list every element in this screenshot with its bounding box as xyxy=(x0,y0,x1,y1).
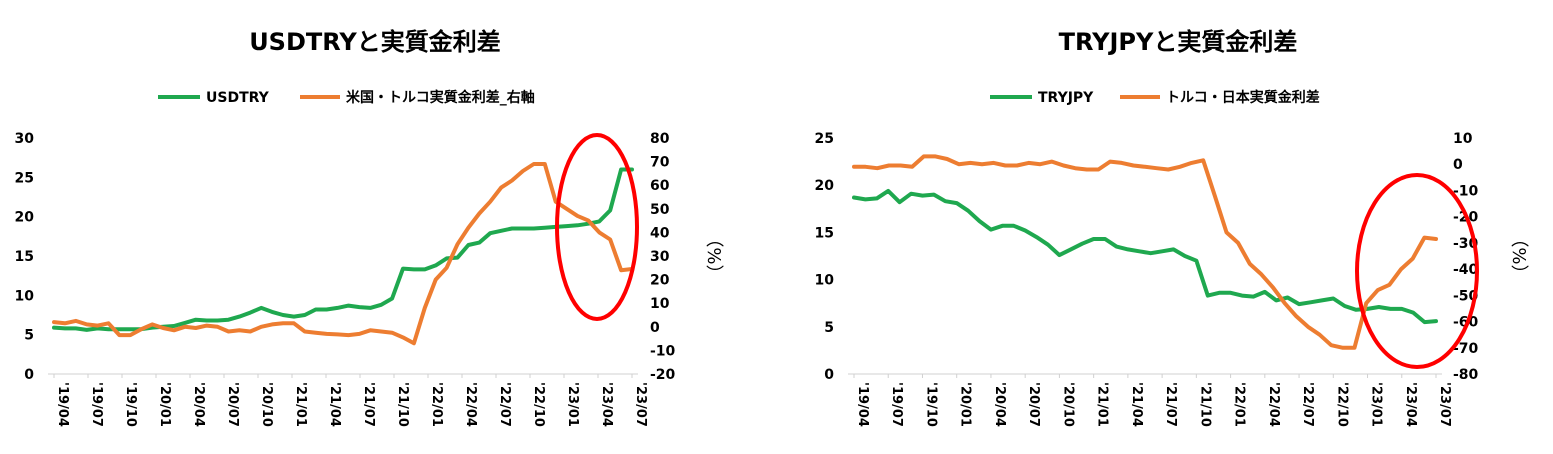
right-y-tick-label: -80 xyxy=(1453,367,1479,383)
x-tick-label: '22/10 xyxy=(1334,382,1349,427)
legend-label: TRYJPY xyxy=(1038,90,1094,106)
right-y-tick-label: -10 xyxy=(650,343,676,359)
x-tick-label: '19/04 xyxy=(855,382,870,427)
usdtry-chart: USDTRYと実質金利差 0 5 10 15 20 25 30 -20 -10 0 10 20 30 40… xyxy=(15,28,724,427)
x-tick-label: '21/04 xyxy=(327,382,342,427)
left-y-tick-label: 10 xyxy=(815,273,835,289)
x-tick-label: '22/01 xyxy=(1232,382,1247,427)
x-tick-label: '20/01 xyxy=(157,382,172,427)
x-tick-label: '19/04 xyxy=(55,382,70,427)
x-tick-label: '21/04 xyxy=(1129,382,1144,427)
x-tick-label: '23/04 xyxy=(599,382,614,427)
x-tick-label: '22/10 xyxy=(531,382,546,427)
x-tick-label: '21/01 xyxy=(1095,382,1110,427)
x-tick-label: '22/07 xyxy=(497,382,512,427)
x-tick-label: '21/10 xyxy=(1197,382,1212,427)
right-y-tick-label: 70 xyxy=(650,155,670,171)
x-tick-label: '20/04 xyxy=(191,382,206,427)
right-y-tick-label: 80 xyxy=(650,131,670,147)
right-y-tick-label: -50 xyxy=(1453,288,1479,304)
legend-label: トルコ・日本実質金利差 xyxy=(1166,89,1320,106)
series-line-green xyxy=(852,188,1438,325)
legend-label: USDTRY xyxy=(206,90,270,106)
right-y-tick-label: 60 xyxy=(650,178,670,194)
x-tick-label: '21/01 xyxy=(293,382,308,427)
right-y-tick-label: 30 xyxy=(650,249,670,265)
left-y-tick-label: 15 xyxy=(815,225,834,241)
highlight-ellipse xyxy=(1355,173,1479,369)
left-y-tick-label: 5 xyxy=(824,320,834,336)
right-y-tick-label: -10 xyxy=(1453,183,1479,199)
x-tick-label: '23/07 xyxy=(1437,382,1452,427)
left-y-tick-label: 25 xyxy=(15,170,34,186)
series-line-orange xyxy=(852,154,1438,350)
left-y-tick-label: 5 xyxy=(24,328,34,344)
x-tick-label: '19/10 xyxy=(923,382,938,427)
right-y-tick-label: 10 xyxy=(650,296,670,312)
right-axis-label: （%） xyxy=(703,229,724,282)
right-y-tick-label: -20 xyxy=(650,367,676,383)
left-y-tick-label: 20 xyxy=(815,178,835,194)
x-tick-label: '19/10 xyxy=(123,382,138,427)
right-y-tick-label: 20 xyxy=(650,273,670,289)
left-y-tick-label: 20 xyxy=(15,210,35,226)
x-tick-label: '21/07 xyxy=(1163,382,1178,427)
x-tick-label: '23/01 xyxy=(1369,382,1384,427)
legend-label: 米国・トルコ実質金利差_右軸 xyxy=(346,89,535,106)
x-tick-label: '20/07 xyxy=(225,382,240,427)
chart-title: TRYJPYと実質金利差 xyxy=(1059,28,1298,56)
right-axis-label: （%） xyxy=(1508,229,1529,282)
left-y-tick-label: 0 xyxy=(824,367,834,383)
x-tick-label: '23/01 xyxy=(565,382,580,427)
x-tick-label: '22/07 xyxy=(1300,382,1315,427)
chart-title: USDTRYと実質金利差 xyxy=(249,28,501,56)
x-tick-label: '19/07 xyxy=(889,382,904,427)
right-y-tick-label: -40 xyxy=(1453,262,1479,278)
x-tick-label: '22/04 xyxy=(1266,382,1281,427)
x-tick-label: '22/04 xyxy=(463,382,478,427)
tryjpy-chart: TRYJPYと実質金利差 0510152025-80-70-60-50-40-3… xyxy=(815,28,1529,427)
x-tick-label: '21/07 xyxy=(361,382,376,427)
right-y-tick-label: 50 xyxy=(650,202,670,218)
left-y-tick-label: 0 xyxy=(24,367,34,383)
right-y-tick-label: 40 xyxy=(650,225,670,241)
x-tick-label: '22/01 xyxy=(429,382,444,427)
right-y-tick-label: 0 xyxy=(650,320,660,336)
x-tick-label: '20/04 xyxy=(992,382,1007,427)
x-tick-label: '20/10 xyxy=(1060,382,1075,427)
x-tick-label: '20/10 xyxy=(259,382,274,427)
x-tick-label: '21/10 xyxy=(395,382,410,427)
series-line-green xyxy=(52,167,634,332)
x-tick-label: '20/01 xyxy=(958,382,973,427)
left-y-tick-label: 10 xyxy=(15,288,35,304)
series-line-orange xyxy=(52,162,634,346)
right-y-tick-label: 10 xyxy=(1453,131,1473,147)
x-tick-label: '23/04 xyxy=(1403,382,1418,427)
left-y-tick-label: 15 xyxy=(15,249,34,265)
right-y-tick-label: 0 xyxy=(1453,157,1463,173)
left-y-tick-label: 25 xyxy=(815,131,834,147)
right-y-tick-label: -70 xyxy=(1453,341,1479,357)
left-y-tick-label: 30 xyxy=(15,131,35,147)
highlight-ellipse xyxy=(555,133,639,321)
x-tick-label: '19/07 xyxy=(89,382,104,427)
x-tick-label: '23/07 xyxy=(633,382,648,427)
x-tick-label: '20/07 xyxy=(1026,382,1041,427)
